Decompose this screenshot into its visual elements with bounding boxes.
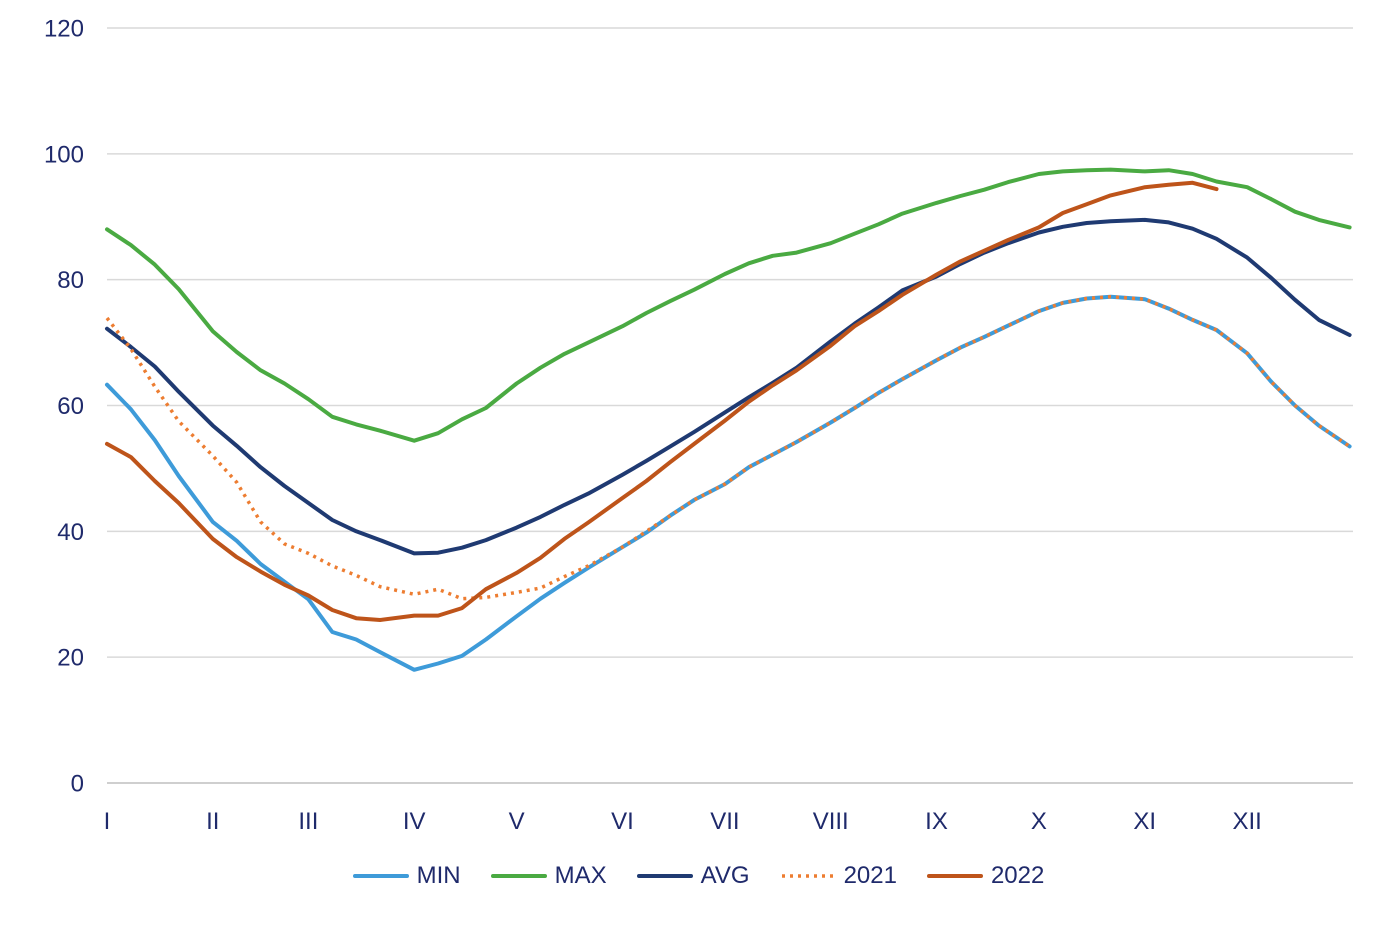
x-tick-label: III bbox=[298, 808, 318, 835]
gridlines bbox=[107, 27, 1353, 784]
x-tick-label: I bbox=[104, 808, 111, 835]
y-tick-label: 100 bbox=[44, 141, 84, 168]
legend-label-avg: AVG bbox=[700, 862, 750, 889]
y-tick-label: 80 bbox=[57, 267, 84, 294]
series-line-min bbox=[105, 294, 1352, 672]
legend-label-max: MAX bbox=[554, 862, 607, 889]
legend-item-avg: AVG bbox=[636, 862, 750, 890]
legend-item-max: MAX bbox=[490, 862, 607, 890]
legend-swatch-2021 bbox=[781, 874, 834, 878]
x-tick-label: VII bbox=[710, 808, 739, 835]
legend: MIN MAX AVG 2021 2022 bbox=[0, 862, 1397, 890]
y-tick-label: 120 bbox=[44, 16, 84, 43]
legend-swatch-max bbox=[490, 874, 547, 878]
legend-label-min: MIN bbox=[416, 862, 461, 889]
x-tick-label: XI bbox=[1133, 808, 1156, 835]
legend-label-2021: 2021 bbox=[843, 862, 897, 889]
legend-label-2022: 2022 bbox=[990, 862, 1045, 889]
x-tick-label: X bbox=[1031, 808, 1047, 835]
legend-swatch-2022 bbox=[926, 874, 983, 878]
x-tick-label: II bbox=[206, 808, 219, 835]
y-tick-label: 0 bbox=[71, 771, 84, 798]
series-line-avg bbox=[105, 217, 1352, 556]
x-tick-label: V bbox=[509, 808, 525, 835]
legend-swatch-min bbox=[352, 874, 409, 878]
y-axis-tick-labels: 0 20 40 60 80 100 120 bbox=[44, 16, 84, 798]
x-axis-tick-labels: I II III IV V VI VII VIII IX X XI XII bbox=[104, 808, 1262, 835]
legend-item-2021: 2021 bbox=[780, 862, 897, 890]
series-line-2022 bbox=[105, 180, 1219, 622]
x-tick-label: VIII bbox=[813, 808, 849, 835]
series-line-max bbox=[105, 167, 1352, 443]
series-line-2021 bbox=[105, 294, 1351, 601]
series-lines bbox=[105, 167, 1352, 672]
legend-swatch-avg bbox=[636, 874, 693, 878]
legend-item-min: MIN bbox=[352, 862, 461, 890]
y-tick-label: 60 bbox=[57, 393, 84, 420]
x-tick-label: XII bbox=[1233, 808, 1262, 835]
legend-item-2022: 2022 bbox=[926, 862, 1045, 890]
x-tick-label: VI bbox=[611, 808, 634, 835]
y-tick-label: 40 bbox=[57, 519, 84, 546]
y-tick-label: 20 bbox=[57, 645, 84, 672]
x-tick-label: IX bbox=[925, 808, 948, 835]
x-tick-label: IV bbox=[403, 808, 426, 835]
